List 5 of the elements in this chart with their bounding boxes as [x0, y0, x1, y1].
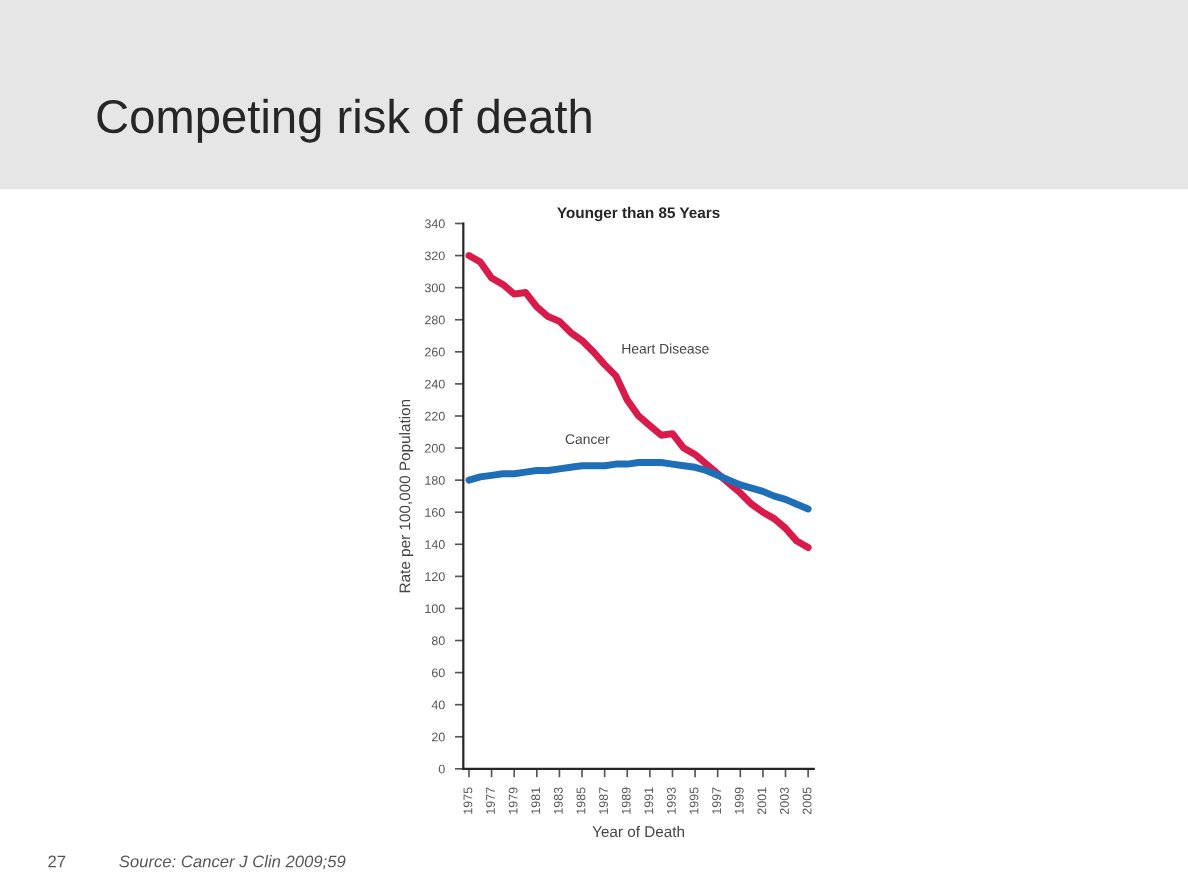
text: 27 — [48, 855, 66, 868]
chart-title: Competing risk of death — [97, 98, 591, 143]
source-note: Source: Cancer J Clin 2009;59 — [119, 855, 346, 870]
line-series — [465, 459, 812, 513]
line-series — [465, 252, 812, 551]
